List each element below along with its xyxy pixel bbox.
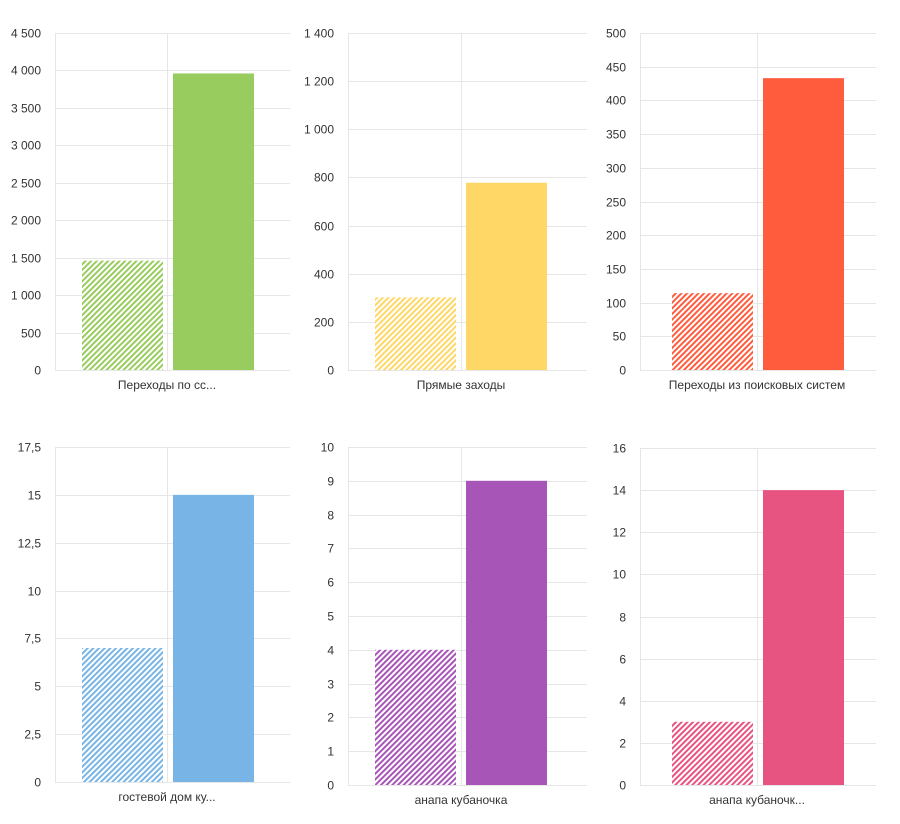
y-tick-label: 200 [606, 229, 626, 243]
y-tick-label: 4 000 [11, 64, 41, 78]
y-tick-label: 100 [606, 297, 626, 311]
bar-series-2[interactable] [466, 480, 547, 785]
y-tick-label: 8 [327, 509, 334, 523]
bar-series-2[interactable] [763, 490, 844, 785]
y-tick-label: 0 [619, 779, 626, 793]
bar-series-1[interactable] [375, 649, 456, 785]
y-tick-label: 500 [21, 327, 41, 341]
y-tick-label: 14 [613, 484, 627, 498]
bar-series-1[interactable] [672, 721, 753, 785]
bar-series-2[interactable] [173, 494, 254, 782]
y-tick-label: 0 [619, 364, 626, 378]
bar-series-1[interactable] [672, 293, 753, 370]
y-tick-label: 4 500 [11, 27, 41, 41]
y-tick-label: 3 500 [11, 102, 41, 116]
y-tick-label: 4 [619, 695, 626, 709]
y-tick-label: 9 [327, 475, 334, 489]
bar-series-2[interactable] [763, 78, 844, 371]
y-tick-label: 5 [327, 610, 334, 624]
y-tick-label: 7 [327, 542, 334, 556]
chart-panel-4: 0 2,5 5 7,5 10 12,5 15 17,5 гостевой дом ку... [18, 441, 290, 804]
bar-series-2[interactable] [173, 73, 254, 370]
category-label: Переходы по сс... [118, 378, 216, 392]
category-label: анапа кубаночк... [709, 793, 805, 807]
y-tick-label: 10 [28, 585, 42, 599]
y-tick-label: 3 000 [11, 139, 41, 153]
y-tick-label: 3 [327, 678, 334, 692]
chart-panel-2: 0 200 400 600 800 1 000 1 200 1 400 Прямые заход… [304, 27, 587, 392]
y-tick-label: 300 [606, 162, 626, 176]
y-tick-label: 2 000 [11, 214, 41, 228]
y-tick-label: 8 [619, 611, 626, 625]
y-tick-label: 6 [327, 576, 334, 590]
y-tick-label: 2 [619, 737, 626, 751]
y-tick-label: 1 000 [304, 123, 334, 137]
category-label: Прямые заходы [417, 378, 506, 392]
y-tick-label: 350 [606, 128, 626, 142]
y-tick-label: 12,5 [18, 537, 42, 551]
bar-series-1[interactable] [82, 260, 163, 370]
y-tick-label: 150 [606, 263, 626, 277]
y-tick-label: 400 [606, 94, 626, 108]
y-tick-label: 1 [327, 745, 334, 759]
y-tick-label: 250 [606, 196, 626, 210]
y-tick-label: 10 [613, 568, 627, 582]
y-tick-label: 17,5 [18, 441, 42, 455]
chart-panel-6: 0 2 4 6 8 10 12 14 16 анапа кубаночк... [613, 442, 876, 807]
category-label: Переходы из поисковых систем [669, 378, 845, 392]
category-label: гостевой дом ку... [118, 790, 215, 804]
y-tick-label: 2,5 [24, 728, 41, 742]
y-tick-label: 600 [314, 220, 334, 234]
chart-panel-3: 0 50 100 150 200 250 300 350 400 450 500 Переходы и… [606, 27, 876, 392]
y-tick-label: 450 [606, 61, 626, 75]
category-label: анапа кубаночка [415, 793, 508, 807]
y-tick-label: 16 [613, 442, 627, 456]
y-tick-label: 200 [314, 316, 334, 330]
chart-panel-5: 0 1 2 3 4 5 6 7 8 9 10 анапа кубаночка [321, 441, 587, 807]
y-tick-label: 0 [327, 364, 334, 378]
chart-panel-1: 0 500 1 000 1 500 2 000 2 500 3 000 3 500 4 000 4… [11, 27, 290, 392]
bar-series-2[interactable] [466, 182, 547, 370]
y-tick-label: 2 [327, 711, 334, 725]
y-tick-label: 400 [314, 268, 334, 282]
y-tick-label: 1 500 [11, 252, 41, 266]
y-tick-label: 12 [613, 526, 627, 540]
y-tick-label: 2 500 [11, 177, 41, 191]
y-tick-label: 500 [606, 27, 626, 41]
y-tick-label: 1 200 [304, 75, 334, 89]
bar-series-1[interactable] [375, 297, 456, 370]
y-tick-label: 0 [327, 779, 334, 793]
y-tick-label: 0 [34, 364, 41, 378]
bar-series-1[interactable] [82, 648, 163, 782]
y-tick-label: 5 [34, 680, 41, 694]
y-tick-label: 800 [314, 171, 334, 185]
y-tick-label: 7,5 [24, 632, 41, 646]
y-tick-label: 6 [619, 653, 626, 667]
y-tick-label: 0 [34, 776, 41, 790]
y-tick-label: 10 [321, 441, 335, 455]
y-tick-label: 15 [28, 489, 42, 503]
y-tick-label: 1 000 [11, 289, 41, 303]
y-tick-label: 4 [327, 644, 334, 658]
y-tick-label: 50 [613, 330, 627, 344]
y-tick-label: 1 400 [304, 27, 334, 41]
